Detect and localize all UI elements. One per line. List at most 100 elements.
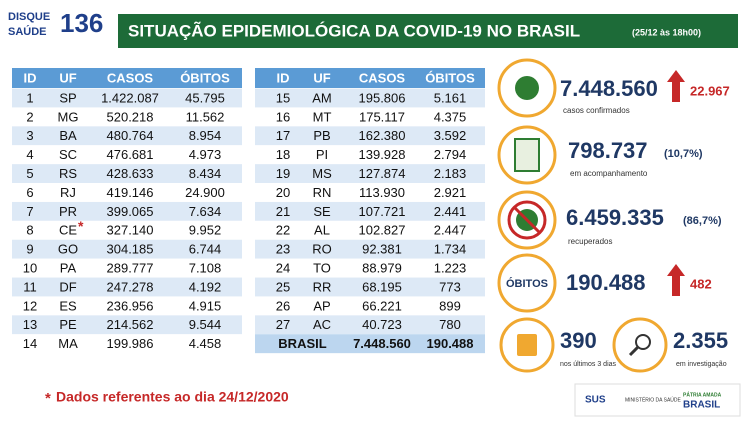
table-cell: 107.721 <box>359 204 406 219</box>
table-cell: 12 <box>23 298 37 313</box>
table-cell: 4.915 <box>189 298 222 313</box>
table-row <box>255 277 485 297</box>
table-cell: SC <box>59 147 77 162</box>
table-cell: 102.827 <box>359 223 406 238</box>
arrow-up <box>667 70 685 102</box>
table-cell: 20 <box>276 185 290 200</box>
table-cell: 399.065 <box>107 204 154 219</box>
table-cell: 162.380 <box>359 128 406 143</box>
table-cell: 9.952 <box>189 223 222 238</box>
column-header: UF <box>59 70 76 85</box>
table-cell: 66.221 <box>362 298 402 313</box>
total-cell: 7.448.560 <box>353 336 411 351</box>
stat-label: casos confirmados <box>563 106 630 115</box>
logo-number: 136 <box>60 8 103 38</box>
table-cell: 175.117 <box>359 109 405 124</box>
table-cell: 24 <box>276 261 290 276</box>
stat-pct: (86,7%) <box>683 215 722 227</box>
table-row <box>12 164 242 184</box>
table-cell: 4.973 <box>189 147 222 162</box>
table-cell: 8.954 <box>189 128 222 143</box>
table-cell: RJ <box>60 185 76 200</box>
icon-virus-core <box>515 76 539 100</box>
table-cell: 113.930 <box>359 185 405 200</box>
table-cell: GO <box>58 242 78 257</box>
table-row <box>12 183 242 202</box>
table-cell: MA <box>58 336 78 351</box>
table-cell: 4.458 <box>189 336 222 351</box>
logo-line2: SAÚDE <box>8 25 47 38</box>
table-cell: 11 <box>23 279 37 294</box>
footnote-mark: * <box>45 390 51 407</box>
table-cell: 45.795 <box>185 90 225 105</box>
table-cell: 2.183 <box>434 166 467 181</box>
table-cell: MS <box>312 166 332 181</box>
table-cell: PA <box>60 261 77 276</box>
table-cell: 1 <box>26 90 33 105</box>
stat-value: 798.737 <box>568 138 648 163</box>
table-row <box>12 315 242 335</box>
title: SITUAÇÃO EPIDEMIOLÓGICA DA COVID-19 NO B… <box>128 20 580 40</box>
table-cell: 5.161 <box>434 90 467 105</box>
table-cell: 139.928 <box>359 147 406 162</box>
table-cell: 480.764 <box>107 128 154 143</box>
table-cell: 247.278 <box>107 279 154 294</box>
table-cell: 14 <box>23 336 37 351</box>
table-cell: BA <box>59 128 77 143</box>
table-cell: RS <box>59 166 77 181</box>
stat-value: 7.448.560 <box>560 76 658 101</box>
table-row <box>12 201 242 221</box>
table-row <box>255 296 485 316</box>
stat-label: em acompanhamento <box>570 169 648 178</box>
table-row <box>255 183 485 202</box>
table-cell: 520.218 <box>107 109 154 124</box>
table-cell: 7.634 <box>189 204 222 219</box>
table-cell: 40.723 <box>362 317 402 332</box>
table-cell: 2.441 <box>434 204 467 219</box>
table-header <box>12 68 242 88</box>
table-cell: 304.185 <box>107 242 154 257</box>
table-cell: RR <box>313 279 332 294</box>
footnote-mark: * <box>78 218 84 234</box>
table-row <box>255 126 485 146</box>
table-row <box>12 239 242 259</box>
table-cell: 26 <box>276 298 290 313</box>
stat-pct: (10,7%) <box>664 148 703 160</box>
column-header: CASOS <box>107 70 154 85</box>
table-cell: 24.900 <box>185 185 225 200</box>
table-row <box>255 220 485 240</box>
table-row <box>12 220 242 240</box>
table-cell: 2.921 <box>434 185 467 200</box>
stat-delta: 482 <box>690 276 712 291</box>
table-cell: 13 <box>23 317 37 332</box>
table-cell: 214.562 <box>107 317 154 332</box>
stat-label: em investigação <box>676 361 727 368</box>
table-cell: 17 <box>276 128 290 143</box>
table-row <box>12 126 242 146</box>
total-row <box>255 334 485 354</box>
table-cell: 4 <box>26 147 33 162</box>
table-cell: 9 <box>26 242 33 257</box>
footer-logos <box>574 383 741 417</box>
table-cell: MT <box>313 109 332 124</box>
table-row <box>255 201 485 221</box>
stat-value: 6.459.335 <box>566 205 664 230</box>
column-header: CASOS <box>359 70 406 85</box>
logo-line1: DISQUE <box>8 11 50 23</box>
table-header <box>255 68 485 88</box>
table-row <box>255 315 485 335</box>
table-cell: 8.434 <box>189 166 222 181</box>
table-cell: ES <box>59 298 77 313</box>
table-cell: 3 <box>26 128 33 143</box>
table-cell: 899 <box>439 298 461 313</box>
footer-ministerio: MINISTÉRIO DA SAÚDE <box>625 396 682 403</box>
column-header: ÓBITOS <box>425 70 475 85</box>
table-cell: 2 <box>26 109 33 124</box>
table-cell: RN <box>313 185 332 200</box>
table-cell: 7 <box>26 204 33 219</box>
table-cell: 199.986 <box>107 336 154 351</box>
footer-sus: SUS <box>585 395 606 406</box>
icons <box>497 58 741 417</box>
icon-calendar-body <box>517 334 537 356</box>
